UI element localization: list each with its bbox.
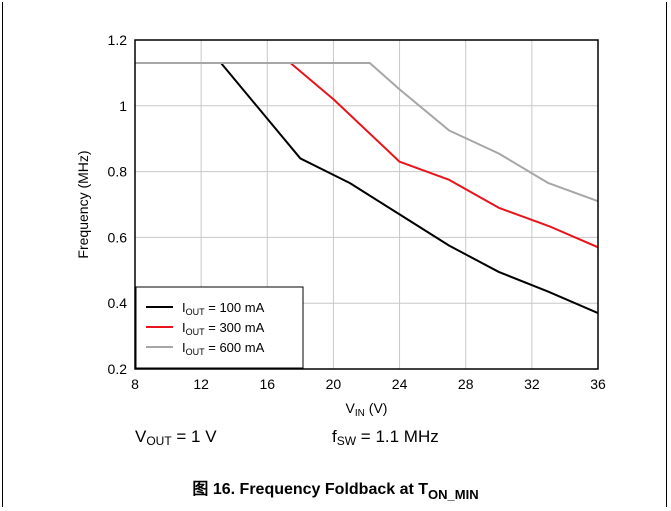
x-tick-label: 36 — [590, 376, 606, 392]
vout-note: VOUT = 1 V — [135, 427, 217, 448]
frequency-foldback-chart: 8 12 16 20 24 28 32 36 0.2 0.4 0.6 0.8 1 1.2 VIN (V) Fr… — [75, 32, 606, 419]
legend-label-2: IOUT = 300 mA — [182, 320, 265, 337]
x-tick-label: 24 — [392, 376, 408, 392]
y-axis-label: Frequency (MHz) — [75, 150, 91, 258]
x-tick-label: 16 — [259, 376, 275, 392]
fsw-note: fSW = 1.1 MHz — [332, 427, 439, 448]
series-line-1 — [135, 62, 598, 314]
legend-label-1: IOUT = 100 mA — [182, 300, 265, 317]
x-tick-label: 28 — [458, 376, 474, 392]
x-tick-label: 8 — [131, 376, 139, 392]
y-tick-label: 0.6 — [108, 229, 128, 245]
series-line-2 — [289, 62, 598, 249]
x-tick-label: 32 — [524, 376, 540, 392]
x-tick-label: 20 — [326, 376, 342, 392]
x-tick-label: 12 — [193, 376, 209, 392]
y-tick-label: 0.8 — [108, 164, 128, 180]
figure-frame — [2, 2, 667, 507]
plot-border — [134, 39, 599, 370]
legend-label-3: IOUT = 600 mA — [182, 340, 265, 357]
y-tick-label: 0.2 — [108, 361, 128, 377]
y-tick-label: 0.4 — [108, 295, 128, 311]
y-tick-label: 1.2 — [108, 32, 128, 48]
series-line-3 — [135, 62, 598, 203]
x-axis-label: VIN (V) — [346, 400, 388, 419]
figure-caption: 图 16. Frequency Foldback at TON_MIN — [192, 481, 479, 502]
y-tick-label: 1 — [119, 98, 127, 114]
